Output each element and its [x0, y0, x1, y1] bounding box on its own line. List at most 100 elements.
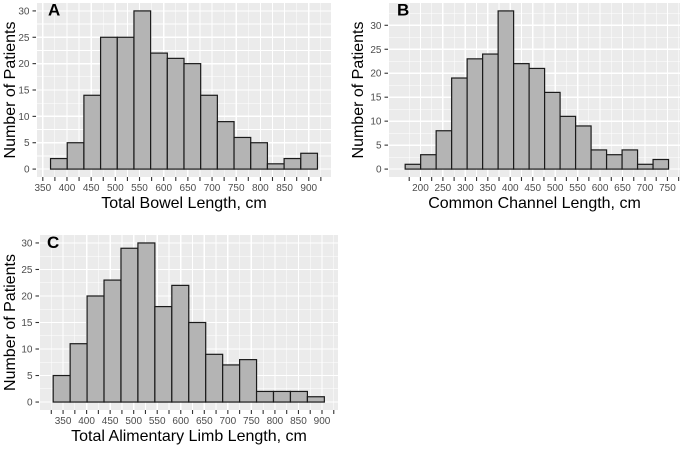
y-tick-label: 0 — [24, 165, 30, 176]
x-tick-label: 450 — [524, 183, 541, 194]
panel-letter-a: A — [48, 1, 60, 20]
x-tick-label: 700 — [637, 183, 654, 194]
x-tick-label: 700 — [219, 416, 236, 427]
histogram-bar — [103, 279, 122, 403]
histogram-bar — [49, 157, 68, 170]
histogram-bar — [590, 149, 608, 170]
histogram-bar — [466, 58, 484, 170]
x-tick-label: 900 — [300, 183, 317, 194]
x-tick-label: 550 — [131, 183, 148, 194]
x-tick-label: 600 — [155, 183, 172, 194]
histogram-bar — [69, 343, 88, 403]
histogram-bar — [188, 321, 207, 403]
histogram-bar — [621, 149, 639, 170]
x-tick-label: 500 — [125, 416, 142, 427]
x-tick-label: 750 — [228, 183, 245, 194]
y-tick-label: 20 — [370, 69, 382, 80]
histogram-bar — [86, 295, 105, 403]
histogram-bar — [636, 163, 654, 170]
histogram-bar — [171, 284, 190, 403]
x-tick-label: 800 — [252, 183, 269, 194]
histogram-bar — [404, 163, 422, 170]
histogram-bar — [255, 390, 275, 403]
x-tick-label: 750 — [243, 416, 260, 427]
histogram-bar — [133, 10, 152, 170]
y-tick-label: 10 — [370, 117, 382, 128]
histogram-bar — [120, 247, 139, 403]
histogram-a: 350 400 450 500 550 600 650 700 750 800 850 900 0 5 10… — [2, 1, 331, 212]
x-tick-label: 550 — [149, 416, 166, 427]
y-tick-label: 15 — [21, 318, 33, 329]
x-tick-label: 300 — [457, 183, 474, 194]
histogram-bar — [451, 77, 468, 170]
x-tick-label: 200 — [412, 183, 429, 194]
y-axis-title: Number of Patients — [2, 254, 19, 391]
histogram-bar — [528, 67, 546, 170]
y-tick-label: 25 — [18, 33, 30, 44]
histogram-bar — [250, 142, 269, 170]
histogram-bar — [66, 142, 85, 170]
histogram-bar — [435, 130, 453, 170]
y-tick-label: 0 — [376, 165, 382, 176]
x-axis-title: Total Alimentary Limb Length, cm — [71, 428, 307, 445]
histogram-bar — [272, 390, 292, 403]
histogram-bar — [233, 136, 252, 170]
histogram-bar — [216, 121, 235, 170]
y-tick-label: 30 — [21, 238, 33, 249]
x-tick-label: 600 — [172, 416, 189, 427]
panel-c-total-alimentary-limb-length: 350 400 450 500 550 600 650 700 750 800 850 900 0 5 10… — [0, 222, 345, 451]
histogram-bar — [166, 57, 185, 170]
histogram-bar — [150, 52, 168, 170]
x-tick-label: 700 — [204, 183, 221, 194]
x-axis-title: Common Channel Length, cm — [428, 195, 641, 212]
y-tick-label: 25 — [21, 265, 33, 276]
x-tick-label: 800 — [267, 416, 284, 427]
histogram-bar — [420, 154, 437, 170]
histogram-bar — [154, 305, 173, 403]
panel-a-total-bowel-length: 350 400 450 500 550 600 650 700 750 800 850 900 0 5 10… — [0, 0, 345, 222]
x-tick-label: 400 — [59, 183, 76, 194]
x-tick-label: 450 — [102, 416, 119, 427]
x-tick-label: 450 — [83, 183, 100, 194]
y-tick-label: 30 — [370, 21, 382, 32]
y-axis-title: Number of Patients — [2, 22, 19, 159]
histogram-bar — [559, 115, 577, 170]
y-tick-label: 0 — [27, 398, 33, 409]
histogram-bar — [83, 94, 102, 170]
y-tick-label: 20 — [18, 59, 30, 70]
histogram-bar — [513, 63, 530, 170]
x-axis-title: Total Bowel Length, cm — [101, 195, 266, 212]
x-tick-label: 750 — [659, 183, 676, 194]
x-tick-label: 850 — [276, 183, 293, 194]
y-tick-label: 30 — [18, 6, 30, 17]
x-tick-label: 600 — [592, 183, 609, 194]
x-tick-label: 400 — [502, 183, 519, 194]
y-tick-label: 15 — [370, 93, 382, 104]
y-tick-label: 20 — [21, 291, 33, 302]
histogram-bar — [574, 125, 592, 170]
histogram-bar — [306, 396, 325, 403]
histogram-bar — [544, 91, 561, 170]
histogram-bar — [222, 364, 241, 403]
histogram-bar — [183, 63, 202, 170]
panel-letter-c: C — [47, 233, 59, 252]
x-tick-label: 650 — [614, 183, 631, 194]
x-tick-label: 350 — [34, 183, 51, 194]
panel-b-common-channel-length: 200 250 300 350 400 450 500 550 600 650 700 750 0 5 10… — [345, 0, 685, 222]
x-tick-label: 250 — [435, 183, 452, 194]
y-tick-label: 25 — [370, 45, 382, 56]
histogram-bar — [137, 242, 156, 403]
panel-letter-b: B — [397, 1, 409, 20]
x-tick-label: 650 — [196, 416, 213, 427]
histogram-bar — [605, 154, 623, 170]
x-tick-label: 350 — [479, 183, 496, 194]
histogram-bar — [52, 374, 71, 403]
x-tick-label: 350 — [55, 416, 72, 427]
x-tick-label: 500 — [107, 183, 124, 194]
y-tick-label: 10 — [18, 112, 30, 123]
histogram-bar — [652, 158, 670, 170]
histogram-bar — [205, 353, 224, 403]
histogram-bar — [482, 53, 499, 170]
histogram-bar — [300, 152, 319, 170]
x-tick-label: 550 — [569, 183, 586, 194]
